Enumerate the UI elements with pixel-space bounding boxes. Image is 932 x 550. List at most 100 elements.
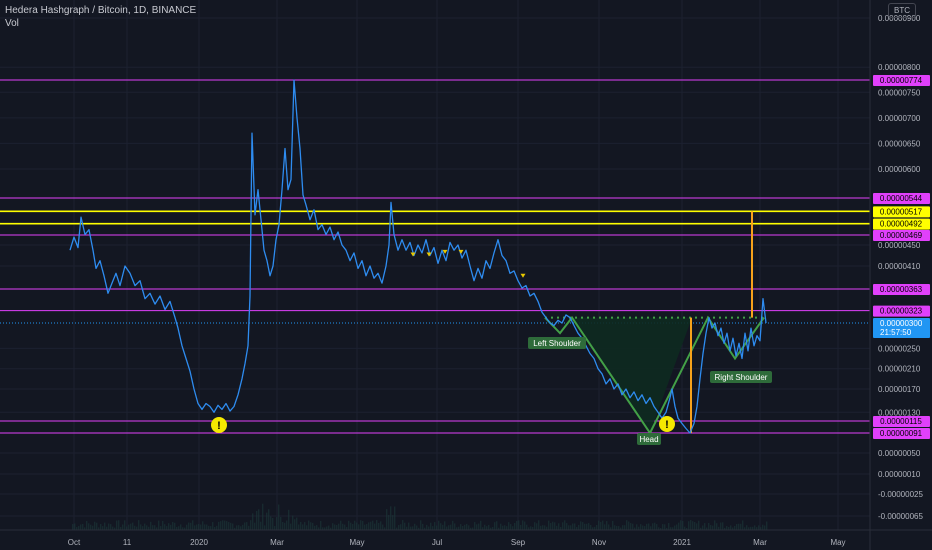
volume-bar — [228, 522, 230, 530]
volume-bar — [736, 524, 738, 530]
volume-bar — [748, 527, 750, 530]
y-tick-label: 0.00000010 — [878, 470, 921, 479]
volume-bar — [320, 520, 322, 530]
volume-bar — [256, 510, 258, 530]
annotation-box[interactable] — [710, 371, 772, 383]
volume-bar — [332, 523, 334, 530]
level-price-tag[interactable] — [873, 428, 930, 439]
level-price-tag[interactable] — [873, 218, 930, 230]
volume-bar — [490, 527, 492, 530]
volume-bar — [654, 522, 656, 530]
exclamation-event-icon[interactable] — [659, 416, 675, 432]
volume-bar — [528, 527, 530, 530]
exclamation-icon: ! — [665, 419, 669, 431]
volume-bar — [390, 506, 392, 530]
y-tick-label: 0.00000800 — [878, 63, 921, 72]
x-tick-label: Mar — [753, 538, 767, 547]
event-markers: !! — [211, 249, 675, 433]
volume-bar — [608, 524, 610, 530]
annotation-box[interactable] — [528, 337, 586, 349]
volume-bar — [756, 527, 758, 530]
volume-bar — [274, 526, 276, 530]
volume-bar — [674, 525, 676, 530]
volume-bar — [138, 520, 140, 530]
level-price-tag[interactable] — [873, 305, 930, 317]
volume-bar — [284, 522, 286, 530]
volume-bar — [730, 525, 732, 530]
price-line — [69, 79, 767, 434]
volume-bar — [310, 522, 312, 530]
volume-bar — [94, 521, 96, 530]
x-tick-label: 11 — [123, 538, 132, 547]
volume-bar — [544, 525, 546, 530]
level-price-label: 0.00000115 — [880, 417, 922, 426]
volume-bar — [72, 524, 74, 530]
volume-bar — [148, 526, 150, 530]
volume-bar — [116, 520, 118, 530]
volume-bar — [764, 525, 766, 530]
y-tick-label: 0.00000650 — [878, 139, 921, 148]
volume-bar — [562, 522, 564, 530]
volume-bar — [164, 524, 166, 530]
volume-bar — [622, 525, 624, 530]
volume-bar — [468, 525, 470, 530]
volume-bar — [290, 523, 292, 530]
volume-bar — [470, 527, 472, 530]
volume-bar — [518, 520, 520, 530]
volume-bar — [174, 522, 176, 530]
volume-bar — [190, 522, 192, 530]
volume-bar — [448, 525, 450, 530]
currency-button[interactable]: BTC — [888, 3, 916, 18]
volume-bar — [326, 526, 328, 530]
level-price-label: 0.00000323 — [880, 307, 923, 316]
volume-bar — [368, 522, 370, 530]
volume-bar — [262, 503, 264, 530]
volume-bar — [172, 521, 174, 530]
volume-bar — [746, 525, 748, 530]
volume-bar — [236, 525, 238, 530]
volume-bar — [626, 520, 628, 530]
annotation-box[interactable] — [637, 433, 661, 445]
volume-bar — [76, 527, 78, 530]
level-price-tag[interactable] — [873, 284, 930, 295]
volume-bar — [270, 516, 272, 530]
level-price-tag[interactable] — [873, 206, 930, 218]
symbol-title[interactable]: Hedera Hashgraph / Bitcoin, 1D, BINANCE — [5, 5, 197, 16]
volume-bar — [510, 524, 512, 530]
volume-bar — [726, 526, 728, 530]
level-price-label: 0.00000469 — [880, 231, 923, 240]
volume-bar — [384, 527, 386, 530]
volume-bar — [316, 525, 318, 530]
volume-bar — [128, 524, 130, 530]
volume-bar — [480, 520, 482, 530]
volume-bar — [242, 524, 244, 530]
volume-bar — [134, 525, 136, 530]
volume-bar — [446, 526, 448, 530]
level-price-label: 0.00000091 — [880, 429, 923, 438]
volume-bar — [416, 525, 418, 530]
level-price-tag[interactable] — [873, 230, 930, 241]
volume-bar — [178, 526, 180, 530]
volume-bar — [692, 521, 694, 530]
volume-bar — [716, 523, 718, 530]
volume-bar — [574, 523, 576, 530]
volume-bar — [632, 523, 634, 530]
volume-bar — [554, 522, 556, 530]
volume-bar — [154, 525, 156, 530]
time-axis[interactable]: Oct 11 2020 Mar May Jul Sep Nov 2021 Mar May — [0, 529, 932, 547]
level-price-tag[interactable] — [873, 193, 930, 204]
volume-indicator-label[interactable]: Vol — [5, 18, 19, 29]
volume-bar — [486, 526, 488, 530]
volume-bar — [548, 520, 550, 530]
price-axis[interactable]: 0.00000900 0.00000800 0.00000750 0.00000700… — [869, 0, 930, 550]
volume-bar — [112, 526, 114, 530]
level-price-tag[interactable] — [873, 416, 930, 427]
exclamation-event-icon[interactable] — [211, 417, 227, 433]
current-price-tag[interactable] — [873, 318, 930, 338]
volume-bar — [648, 523, 650, 530]
volume-bar — [212, 522, 214, 530]
level-price-tag[interactable] — [873, 75, 930, 86]
volume-bar — [504, 525, 506, 530]
